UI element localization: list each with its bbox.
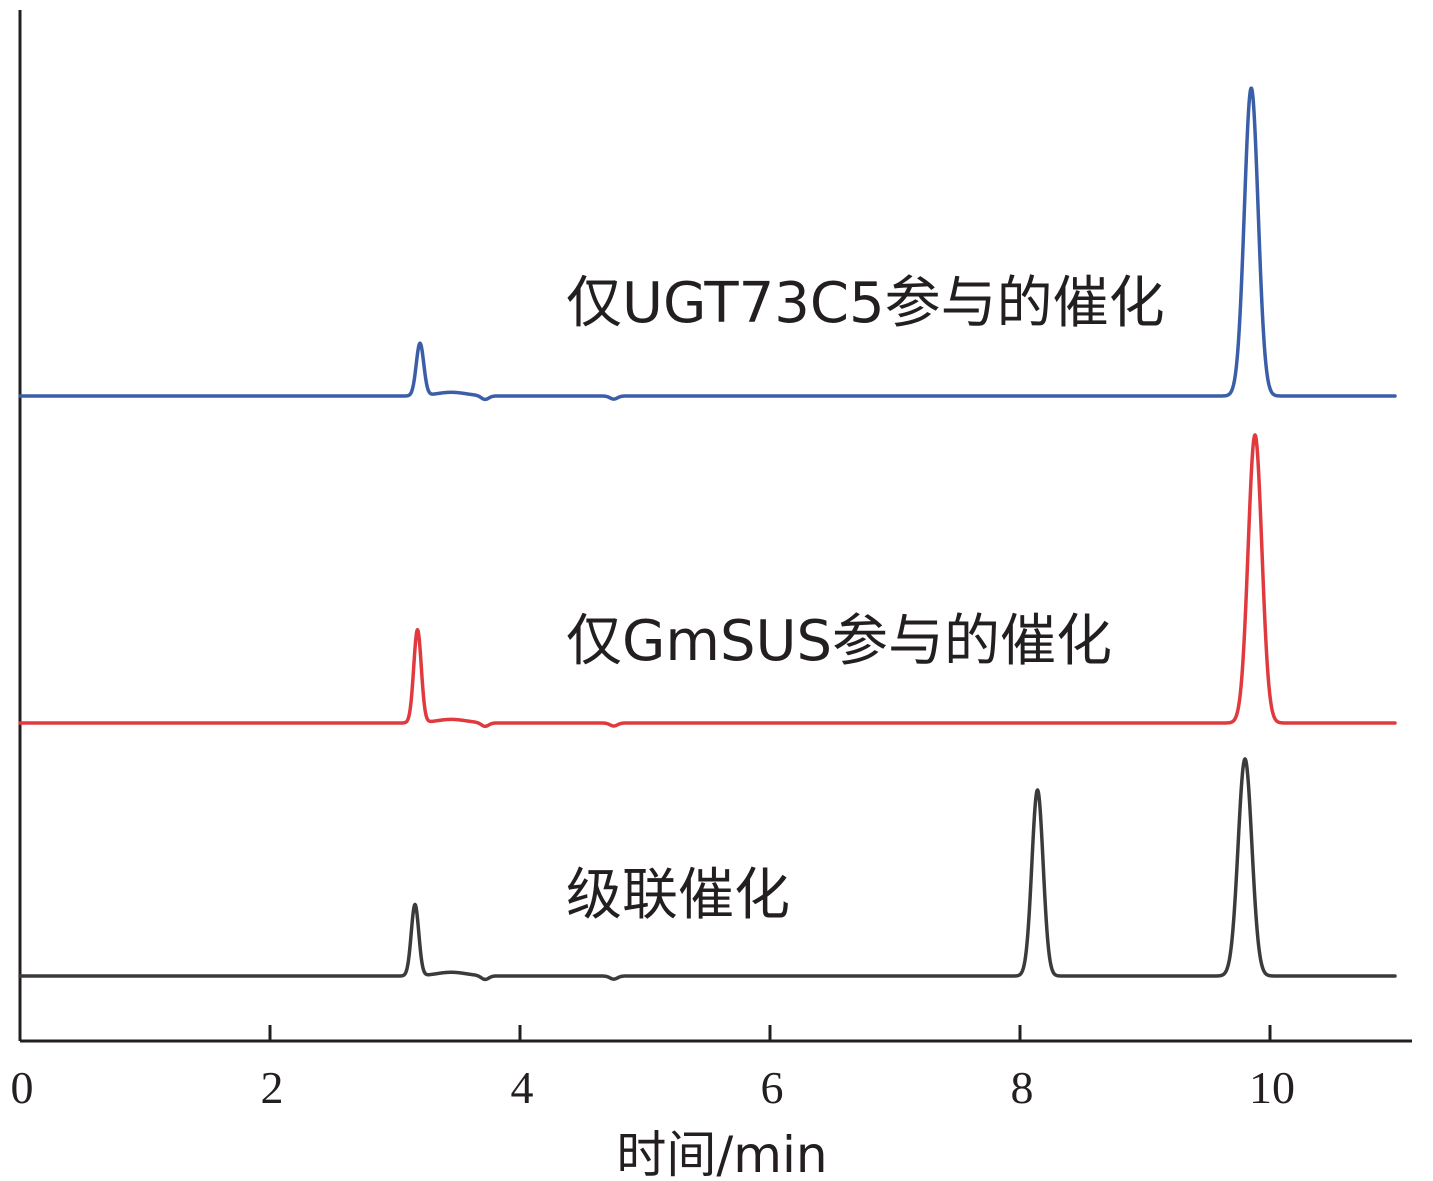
- series-label: 仅GmSUS参与的催化: [566, 609, 1112, 674]
- x-tick-label: 2: [261, 1062, 284, 1113]
- x-tick-label: 0: [11, 1062, 34, 1113]
- x-ticks: 0 2 4 6 8 10: [11, 1025, 1295, 1113]
- axes: [18, 10, 1412, 1043]
- traces: [18, 86, 1397, 982]
- series-line: [18, 433, 1397, 729]
- x-tick-label: 8: [1011, 1062, 1034, 1113]
- series-label: 仅UGT73C5参与的催化: [566, 271, 1165, 336]
- series-label: 级联催化: [566, 863, 790, 928]
- x-tick-label: 10: [1249, 1062, 1295, 1113]
- series-line: [18, 86, 1397, 402]
- x-tick-label: 6: [761, 1062, 784, 1113]
- x-tick-label: 4: [511, 1062, 534, 1113]
- x-axis-title: 时间/min: [616, 1126, 827, 1181]
- series-line: [18, 757, 1397, 982]
